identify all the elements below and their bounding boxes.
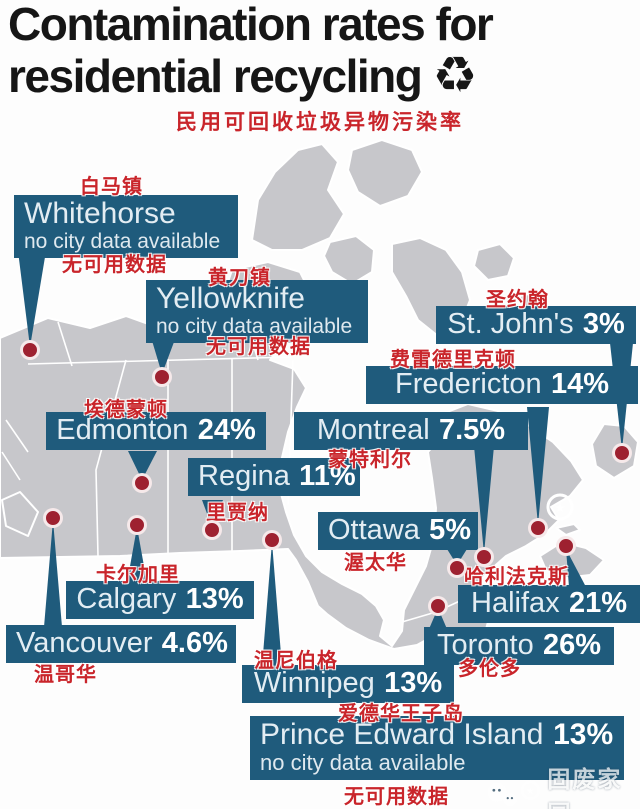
- watermark-text: 固废家园: [547, 766, 623, 809]
- city-name: Calgary: [76, 583, 177, 615]
- zh-note-yellowknife: 无可用数据: [206, 336, 311, 358]
- callout-pei: Prince Edward Island 13% no city data ava…: [250, 716, 624, 781]
- zh-label-edmonton: 埃德蒙顿: [84, 399, 168, 421]
- title-line1: Contamination rates for: [8, 0, 494, 50]
- city-name: Fredericton: [395, 368, 542, 400]
- city-value: 14%: [550, 368, 609, 400]
- map-island-small: [323, 235, 375, 285]
- marker-halifax: [556, 536, 576, 556]
- city-value: 13%: [553, 718, 614, 751]
- zh-label-whitehorse: 白马镇: [80, 176, 143, 198]
- city-value: 3%: [582, 308, 625, 340]
- map-vancouver-island: [1, 491, 39, 537]
- marker-ottawa: [447, 558, 467, 578]
- marker-regina: [202, 520, 222, 540]
- city-name: Montreal: [316, 414, 430, 446]
- marker-montreal: [474, 547, 494, 567]
- zh-label-fredericton: 费雷德里克顿: [390, 349, 516, 371]
- city-value: 24%: [197, 414, 256, 446]
- zh-note-pei: 无可用数据: [344, 786, 449, 808]
- marker-yellowknife: [152, 367, 172, 387]
- zh-note-whitehorse: 无可用数据: [62, 254, 167, 276]
- marker-vancouver: [43, 508, 63, 528]
- marker-stjohns: [612, 443, 632, 463]
- callout-ottawa: Ottawa 5%: [318, 512, 478, 551]
- zh-label-calgary: 卡尔加里: [96, 564, 180, 586]
- marker-whitehorse: [20, 340, 40, 360]
- zh-label-stjohns: 圣约翰: [486, 289, 549, 311]
- city-name: St. John's: [447, 308, 574, 340]
- city-value: 13%: [185, 583, 244, 615]
- city-note: no city data available: [24, 230, 221, 254]
- city-value: 21%: [568, 587, 627, 619]
- marker-edmonton: [132, 473, 152, 493]
- callout-halifax: Halifax 21%: [458, 585, 640, 624]
- star-circle-badge: ★: [546, 493, 574, 521]
- map-arctic-island-2: [347, 139, 423, 207]
- city-name: Winnipeg: [253, 667, 375, 699]
- star-icon: ★: [526, 786, 534, 796]
- chat-bubbles-icon: ★: [487, 780, 540, 807]
- city-name: Whitehorse: [24, 197, 176, 230]
- city-note: no city data available: [260, 750, 466, 776]
- marker-toronto: [428, 596, 448, 616]
- city-value: 4.6%: [161, 627, 228, 659]
- city-name: Halifax: [471, 587, 560, 619]
- zh-label-montreal: 蒙特利尔: [328, 449, 412, 471]
- zh-label-vancouver: 温哥华: [34, 664, 97, 686]
- title-line2: residential recycling: [8, 49, 423, 102]
- zh-label-winnipeg: 温尼伯格: [254, 650, 338, 672]
- map-island-ne-1: [473, 243, 515, 281]
- city-name: Ottawa: [328, 514, 420, 546]
- zh-label-toronto: 多伦多: [458, 658, 521, 680]
- watermark: ★ 固废家园: [486, 760, 640, 809]
- map-arctic-island-1: [251, 143, 345, 251]
- city-name: Regina: [198, 460, 290, 492]
- marker-winnipeg: [262, 530, 282, 550]
- zh-label-ottawa: 渥太华: [344, 552, 407, 574]
- city-value: 7.5%: [438, 414, 506, 446]
- marker-calgary: [127, 515, 147, 535]
- city-value: 13%: [384, 667, 443, 699]
- callout-whitehorse: Whitehorse no city data available: [14, 195, 238, 258]
- zh-label-pei: 爱德华王子岛: [338, 703, 464, 725]
- map-pei-island: [555, 523, 581, 536]
- city-value: 26%: [542, 629, 602, 661]
- city-name: Prince Edward Island: [260, 718, 544, 751]
- pointer-vancouver: [44, 520, 62, 627]
- callout-winnipeg: Winnipeg 13%: [242, 665, 454, 704]
- city-name: Vancouver: [16, 627, 153, 659]
- subtitle-chinese: 民用可回收垃圾异物污染率: [176, 111, 464, 134]
- page-title: Contamination rates for residential recyc…: [8, 0, 494, 104]
- recycling-icon: ♻: [432, 45, 478, 104]
- zh-label-yellowknife: 黄刀镇: [208, 267, 271, 289]
- pointer-whitehorse: [18, 251, 46, 347]
- star-icon: ★: [554, 500, 566, 515]
- city-value: 5%: [429, 514, 472, 546]
